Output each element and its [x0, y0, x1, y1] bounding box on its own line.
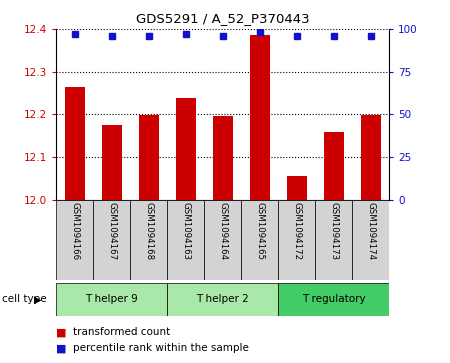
Bar	[102, 125, 122, 200]
Text: percentile rank within the sample: percentile rank within the sample	[73, 343, 249, 354]
Bar	[360, 115, 381, 200]
Text: GSM1094166: GSM1094166	[70, 202, 79, 260]
Text: GSM1094163: GSM1094163	[181, 202, 190, 260]
Bar	[278, 283, 389, 316]
Text: transformed count: transformed count	[73, 327, 171, 337]
Bar	[212, 116, 233, 200]
Text: GSM1094174: GSM1094174	[366, 202, 375, 260]
Bar	[315, 200, 352, 280]
Bar	[139, 115, 159, 200]
Text: T regulatory: T regulatory	[302, 294, 365, 305]
Text: T helper 9: T helper 9	[86, 294, 138, 305]
Text: GSM1094168: GSM1094168	[144, 202, 153, 260]
Bar	[93, 200, 130, 280]
Bar	[56, 283, 167, 316]
Bar	[167, 200, 204, 280]
Bar	[56, 200, 93, 280]
Text: GSM1094173: GSM1094173	[329, 202, 338, 260]
Text: GSM1094167: GSM1094167	[107, 202, 116, 260]
Bar	[204, 200, 241, 280]
Bar	[278, 200, 315, 280]
Text: GSM1094164: GSM1094164	[218, 202, 227, 260]
Bar	[250, 36, 270, 200]
Text: GSM1094165: GSM1094165	[255, 202, 264, 260]
Bar	[324, 132, 344, 200]
Bar	[176, 98, 196, 200]
Text: ■: ■	[56, 343, 67, 354]
Bar	[167, 283, 278, 316]
Text: ▶: ▶	[34, 294, 41, 305]
Bar	[65, 87, 85, 200]
Title: GDS5291 / A_52_P370443: GDS5291 / A_52_P370443	[136, 12, 310, 25]
Text: cell type: cell type	[2, 294, 47, 305]
Text: GSM1094172: GSM1094172	[292, 202, 301, 260]
Bar	[352, 200, 389, 280]
Text: ■: ■	[56, 327, 67, 337]
Bar	[287, 176, 307, 200]
Bar	[130, 200, 167, 280]
Bar	[241, 200, 278, 280]
Text: T helper 2: T helper 2	[196, 294, 249, 305]
